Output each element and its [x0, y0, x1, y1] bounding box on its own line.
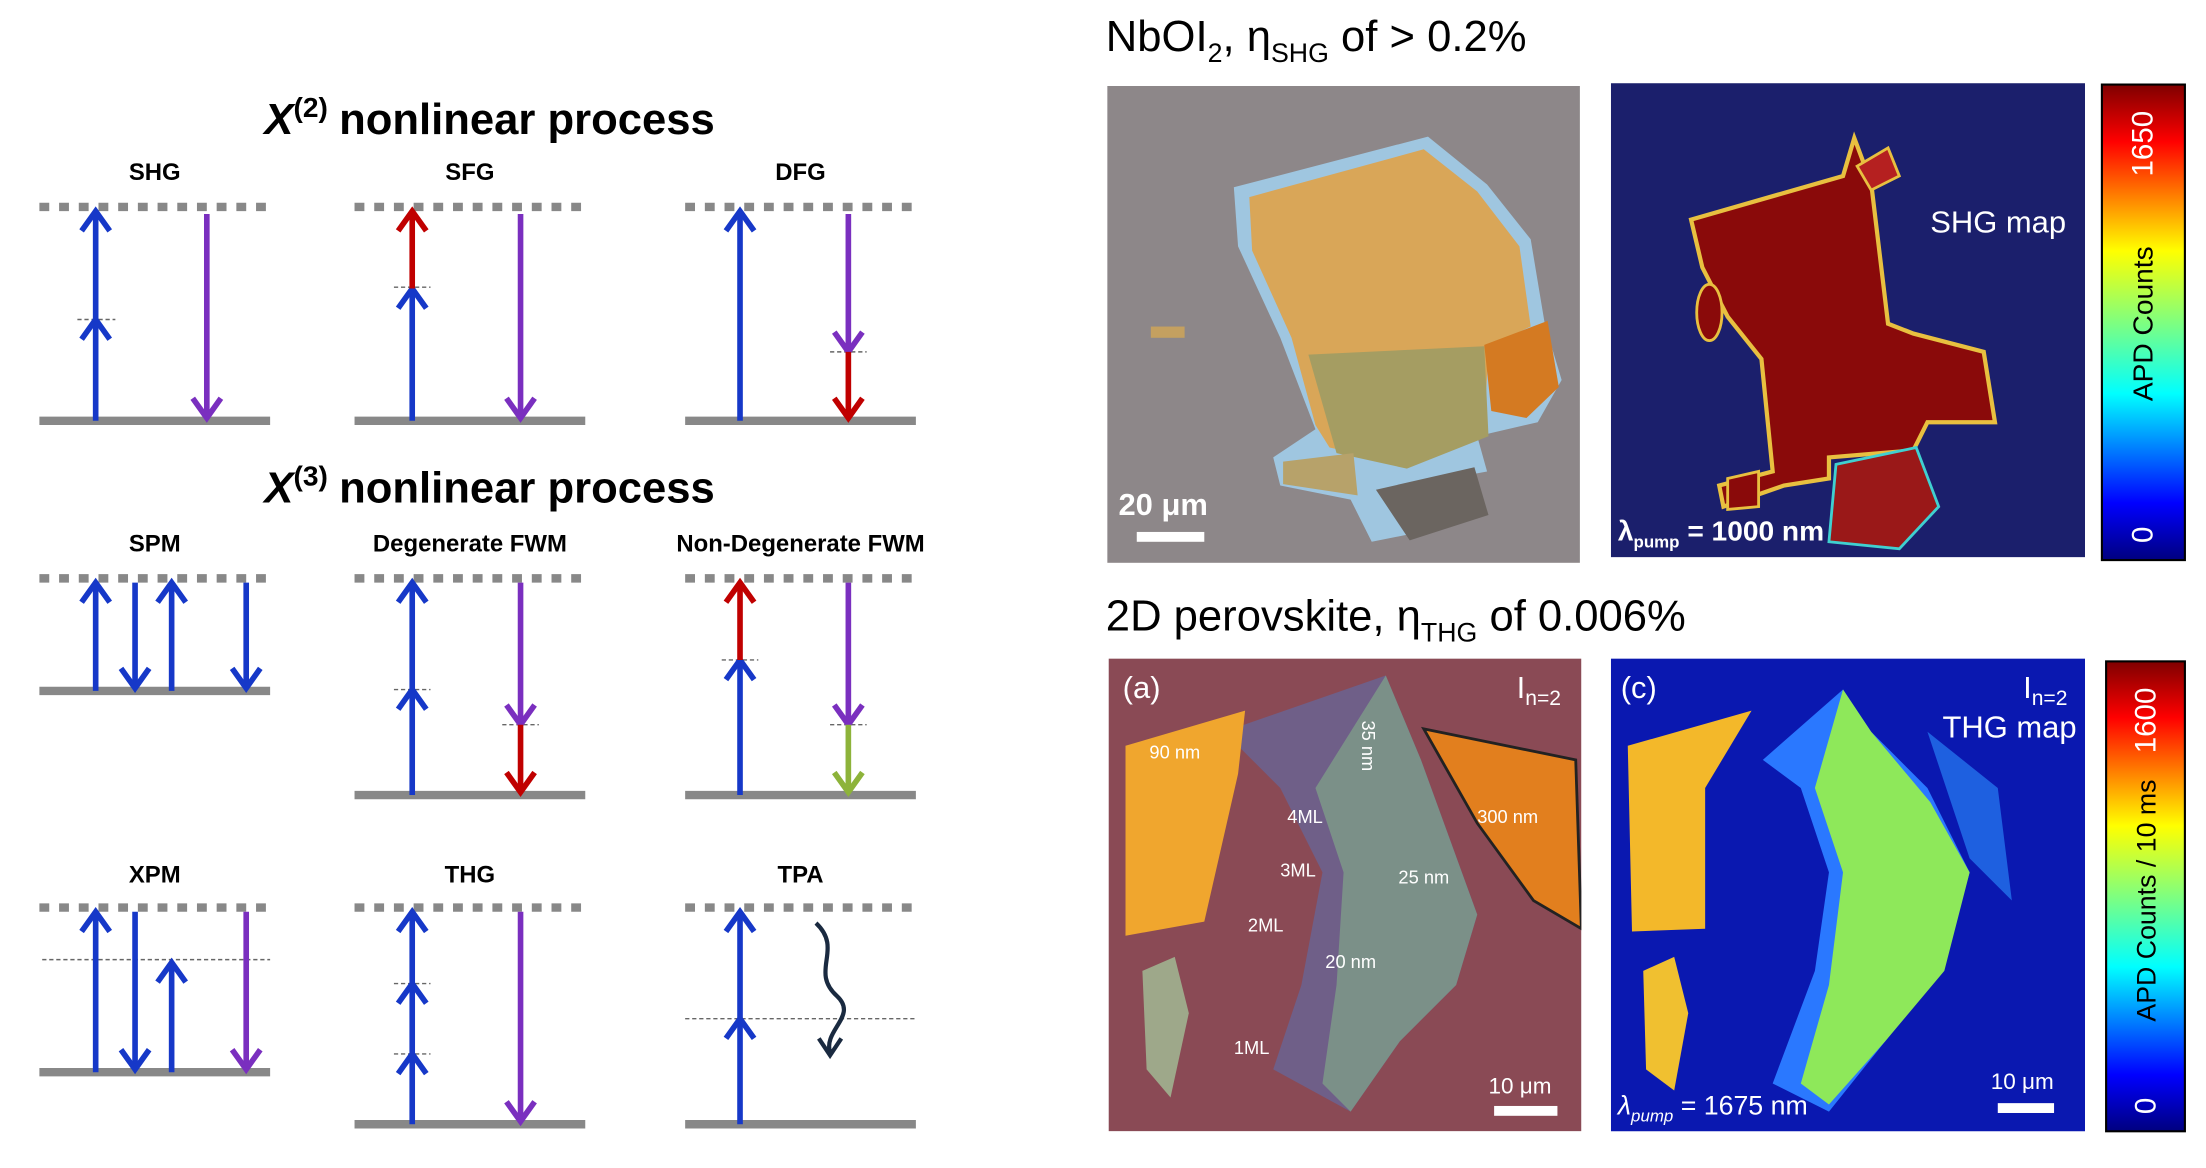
optical-image: (a) In=2 90 nm 35 nm 4ML 3ML 2ML 1ML 20 … — [1108, 658, 1582, 1132]
arrow-head — [395, 206, 429, 233]
colorbar — [2100, 83, 2186, 562]
arrow-head — [395, 906, 429, 934]
layer-label: 1ML — [1234, 1037, 1270, 1058]
arrow-head — [723, 206, 757, 233]
relaxation-arrow — [814, 921, 846, 1054]
colorbar-max: 1650 — [2127, 111, 2160, 177]
arrow-head — [229, 666, 263, 693]
arrow-head — [79, 206, 113, 233]
thickness-label: 90 nm — [1149, 741, 1200, 762]
arrow-head — [395, 577, 429, 604]
colorbar-max: 1600 — [2129, 688, 2162, 754]
arrow-head — [831, 396, 865, 423]
scale-bar-label: 20 μm — [1118, 487, 1207, 522]
phase-label: In=2 — [1517, 670, 1561, 710]
scale-bar — [1494, 1105, 1558, 1116]
colorbar-min: 0 — [2127, 527, 2160, 543]
scale-bar-label: 10 μm — [1991, 1069, 2054, 1094]
scale-bar-label: 10 μm — [1488, 1073, 1551, 1098]
image-tag: (a) — [1123, 670, 1161, 705]
panel-title: NbOI2, ηSHG of > 0.2% — [1106, 13, 1527, 68]
process-label: SHG — [129, 159, 181, 186]
process-label: XPM — [129, 861, 181, 888]
map-label: THG map — [1942, 709, 2076, 744]
thickness-label: 35 nm — [1358, 720, 1379, 771]
chi2-title: X(2) nonlinear process — [262, 92, 714, 144]
process-label: DFG — [775, 159, 825, 186]
process-label: TPA — [777, 861, 823, 888]
arrow-head — [79, 577, 113, 604]
arrow-head — [229, 1048, 263, 1075]
arrow-head — [504, 396, 537, 423]
colorbar-label: APD Counts — [2128, 246, 2159, 401]
arrow-head — [190, 396, 224, 423]
shg-map: SHG map λpump = 1000 nm — [1610, 83, 2086, 558]
image-tag: (c) — [1621, 670, 1657, 705]
arrow-head — [723, 577, 757, 604]
arrow-head — [817, 1037, 844, 1060]
arrow-head — [723, 906, 757, 934]
arrow-head — [118, 666, 152, 693]
process-label: Non-Degenerate FWM — [676, 531, 924, 558]
pump-label: λpump = 1675 nm — [1616, 1090, 1808, 1125]
arrow-head — [504, 1100, 537, 1127]
process-label: Degenerate FWM — [373, 531, 567, 558]
colorbar-min: 0 — [2129, 1098, 2162, 1114]
colorbar-label: APD Counts / 10 ms — [2131, 780, 2161, 1022]
thg-map: (c) In=2 THG map λpump = 1675 nm 10 μm — [1610, 658, 2086, 1132]
phase-label: In=2 — [2023, 670, 2067, 710]
thickness-label: 300 nm — [1477, 806, 1538, 827]
process-label: SPM — [129, 531, 181, 558]
pump-label: λpump = 1000 nm — [1618, 515, 1824, 551]
process-label: THG — [445, 861, 495, 888]
arrow-head — [831, 770, 865, 798]
colorbar — [2105, 660, 2186, 1133]
arrow-head — [155, 577, 188, 604]
process-label: SFG — [445, 159, 494, 186]
optical-image: 20 μm — [1107, 85, 1580, 563]
thickness-label: 25 nm — [1398, 867, 1449, 888]
layer-label: 3ML — [1280, 860, 1316, 881]
thickness-label: 20 nm — [1325, 951, 1376, 972]
chi3-title: X(3) nonlinear process — [262, 461, 714, 513]
layer-label: 4ML — [1287, 806, 1323, 827]
arrow-head — [155, 957, 188, 984]
arrow-head — [79, 906, 113, 934]
panel-title: 2D perovskite, ηTHG of 0.006% — [1106, 592, 1686, 647]
arrow-head — [504, 770, 537, 798]
map-label: SHG map — [1930, 204, 2066, 239]
diagram-layer: SHG SFG DFG SPM Degenerate FWM Non-Degenerate… — [39, 159, 925, 1129]
scale-bar — [1997, 1103, 2055, 1113]
scale-bar — [1136, 531, 1205, 542]
arrow-head — [118, 1048, 152, 1075]
layer-label: 2ML — [1248, 915, 1284, 936]
